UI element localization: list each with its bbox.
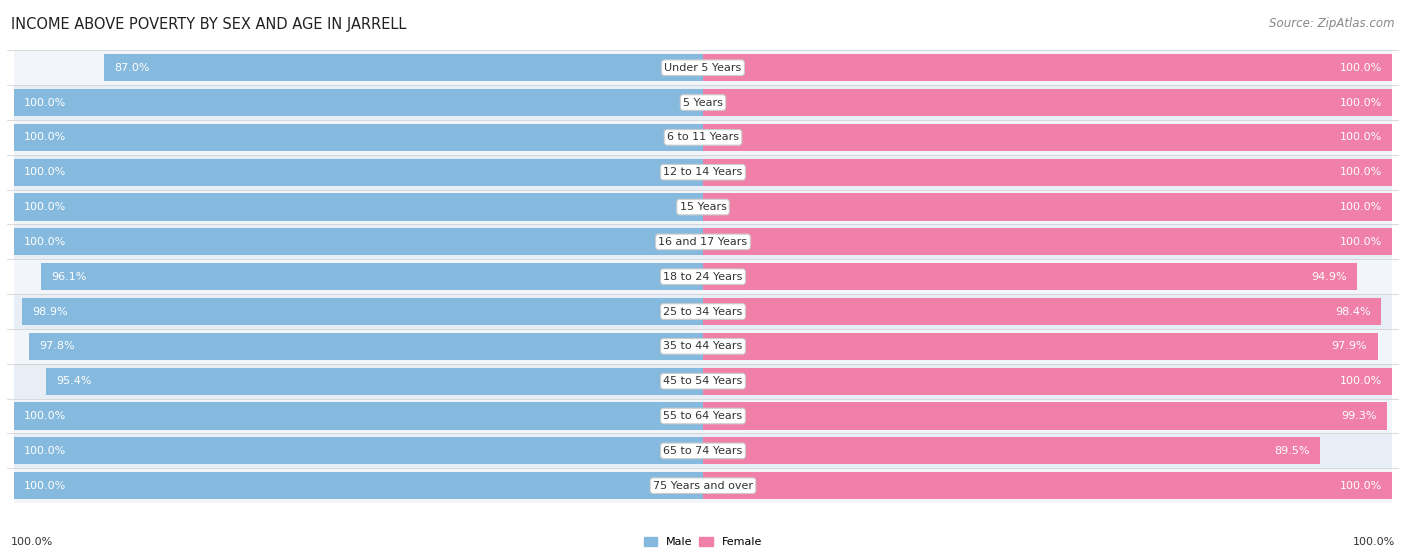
Text: 100.0%: 100.0% — [24, 411, 66, 421]
Text: 100.0%: 100.0% — [24, 202, 66, 212]
Bar — [14, 124, 703, 151]
Text: 94.9%: 94.9% — [1310, 272, 1347, 282]
Text: 100.0%: 100.0% — [1353, 537, 1395, 547]
Text: Under 5 Years: Under 5 Years — [665, 63, 741, 73]
Text: 75 Years and over: 75 Years and over — [652, 481, 754, 491]
Text: 87.0%: 87.0% — [114, 63, 149, 73]
Text: 100.0%: 100.0% — [24, 167, 66, 177]
Bar — [703, 263, 1357, 290]
Text: 100.0%: 100.0% — [1340, 167, 1382, 177]
Bar — [14, 433, 1392, 468]
Bar — [14, 85, 1392, 120]
Text: 15 Years: 15 Years — [679, 202, 727, 212]
Bar — [703, 368, 1392, 395]
Text: 100.0%: 100.0% — [1340, 202, 1382, 212]
Bar — [703, 54, 1392, 81]
Text: 100.0%: 100.0% — [24, 132, 66, 143]
Bar — [14, 120, 1392, 155]
Text: 99.3%: 99.3% — [1341, 411, 1376, 421]
Bar — [14, 399, 1392, 433]
Bar — [14, 159, 703, 186]
Text: 100.0%: 100.0% — [1340, 237, 1382, 247]
Text: INCOME ABOVE POVERTY BY SEX AND AGE IN JARRELL: INCOME ABOVE POVERTY BY SEX AND AGE IN J… — [11, 17, 406, 32]
Text: 12 to 14 Years: 12 to 14 Years — [664, 167, 742, 177]
Text: 6 to 11 Years: 6 to 11 Years — [666, 132, 740, 143]
Text: 55 to 64 Years: 55 to 64 Years — [664, 411, 742, 421]
Bar — [14, 472, 703, 499]
Bar — [14, 329, 1392, 364]
Text: 100.0%: 100.0% — [24, 481, 66, 491]
Text: 100.0%: 100.0% — [1340, 63, 1382, 73]
Text: 100.0%: 100.0% — [1340, 132, 1382, 143]
Text: 100.0%: 100.0% — [11, 537, 53, 547]
Bar — [104, 54, 703, 81]
Bar — [14, 228, 703, 255]
Bar — [14, 259, 1392, 294]
Text: 97.8%: 97.8% — [39, 342, 75, 352]
Bar — [14, 225, 1392, 259]
Text: 100.0%: 100.0% — [1340, 481, 1382, 491]
Bar — [703, 472, 1392, 499]
Text: 96.1%: 96.1% — [51, 272, 87, 282]
Bar — [703, 437, 1320, 465]
Bar — [14, 402, 703, 430]
Text: 95.4%: 95.4% — [56, 376, 91, 386]
Bar — [21, 298, 703, 325]
Bar — [30, 333, 703, 360]
Bar — [14, 193, 703, 221]
Bar — [703, 89, 1392, 116]
Text: 18 to 24 Years: 18 to 24 Years — [664, 272, 742, 282]
Text: 98.4%: 98.4% — [1336, 306, 1371, 316]
Bar — [703, 159, 1392, 186]
Bar — [703, 193, 1392, 221]
Bar — [45, 368, 703, 395]
Legend: Male, Female: Male, Female — [640, 533, 766, 552]
Text: 89.5%: 89.5% — [1274, 446, 1309, 456]
Bar — [14, 468, 1392, 503]
Text: 100.0%: 100.0% — [1340, 376, 1382, 386]
Bar — [41, 263, 703, 290]
Bar — [14, 50, 1392, 85]
Text: 97.9%: 97.9% — [1331, 342, 1367, 352]
Text: 25 to 34 Years: 25 to 34 Years — [664, 306, 742, 316]
Text: 100.0%: 100.0% — [24, 237, 66, 247]
Text: 100.0%: 100.0% — [1340, 98, 1382, 107]
Bar — [703, 402, 1388, 430]
Bar — [14, 155, 1392, 190]
Bar — [14, 294, 1392, 329]
Text: 16 and 17 Years: 16 and 17 Years — [658, 237, 748, 247]
Text: 45 to 54 Years: 45 to 54 Years — [664, 376, 742, 386]
Bar — [14, 190, 1392, 225]
Bar — [14, 89, 703, 116]
Bar — [703, 298, 1381, 325]
Text: 98.9%: 98.9% — [32, 306, 67, 316]
Text: 35 to 44 Years: 35 to 44 Years — [664, 342, 742, 352]
Bar — [703, 124, 1392, 151]
Bar — [14, 437, 703, 465]
Text: 5 Years: 5 Years — [683, 98, 723, 107]
Text: 65 to 74 Years: 65 to 74 Years — [664, 446, 742, 456]
Text: 100.0%: 100.0% — [24, 98, 66, 107]
Bar — [703, 228, 1392, 255]
Bar — [703, 333, 1378, 360]
Bar — [14, 364, 1392, 399]
Text: Source: ZipAtlas.com: Source: ZipAtlas.com — [1270, 17, 1395, 30]
Text: 100.0%: 100.0% — [24, 446, 66, 456]
